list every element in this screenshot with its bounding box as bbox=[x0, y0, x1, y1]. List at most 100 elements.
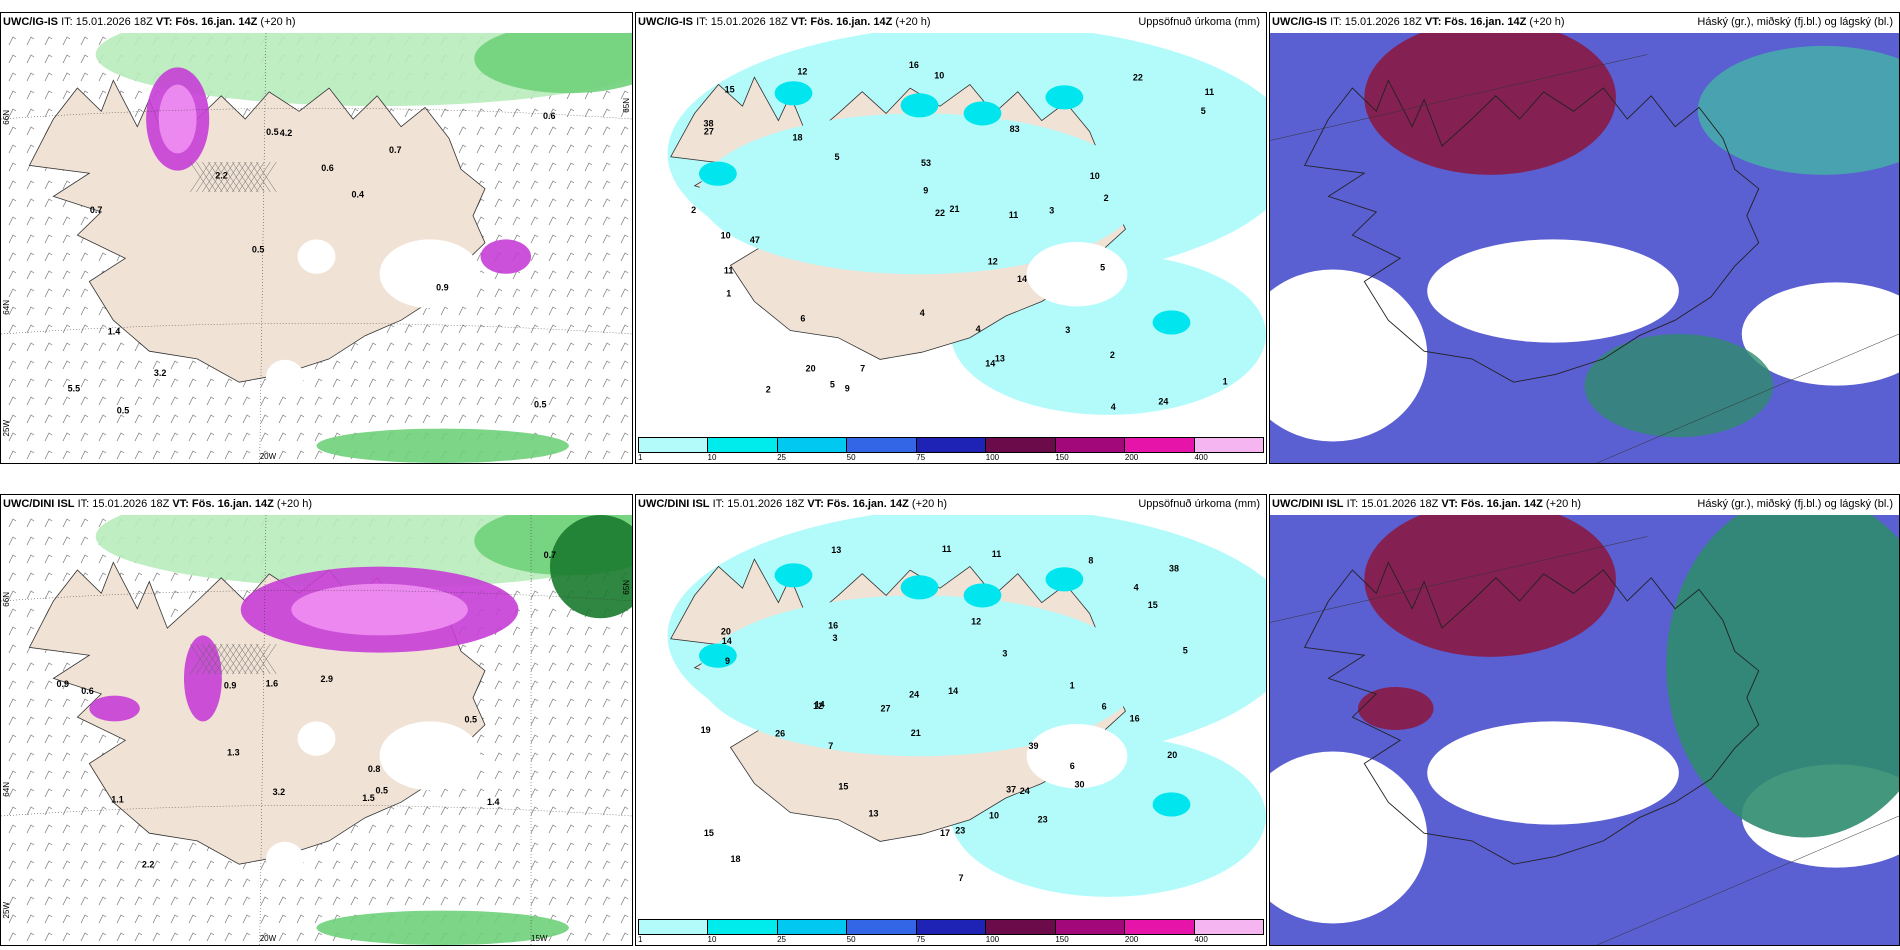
glacier bbox=[1026, 724, 1128, 789]
glacier bbox=[379, 239, 481, 309]
snow-value: 1.6 bbox=[266, 679, 279, 689]
high-cloud bbox=[1358, 687, 1434, 730]
lon-label: 20W bbox=[259, 934, 277, 943]
lon-label: 15W bbox=[531, 934, 548, 943]
snow-value: 0.9 bbox=[436, 282, 449, 292]
precip-value: 24 bbox=[1158, 397, 1168, 407]
mid-cloud bbox=[1697, 45, 1899, 175]
panel-header: UWC/IG-IS IT: 15.01.2026 18Z VT: Fös. 16… bbox=[1272, 16, 1895, 32]
snow-field bbox=[480, 239, 532, 274]
snow-value: 0.5 bbox=[375, 785, 388, 795]
snow-value: 5.5 bbox=[68, 383, 81, 393]
lat-label: 25W bbox=[2, 902, 11, 919]
precip-field bbox=[1045, 567, 1084, 592]
valid-time: VT: Fös. 16.jan. 14Z bbox=[155, 16, 258, 28]
precip-value: 13 bbox=[995, 353, 1005, 363]
valid-time: VT: Fös. 16.jan. 14Z bbox=[1441, 498, 1543, 510]
precip-value: 11 bbox=[942, 544, 952, 554]
precip-value: 5 bbox=[1183, 645, 1188, 655]
precip-value: 7 bbox=[828, 741, 833, 751]
snow-field bbox=[474, 33, 632, 94]
precip-map[interactable]: 2101011382447835322215162718613101243259… bbox=[636, 33, 1266, 435]
snow-value: 1.5 bbox=[362, 793, 375, 803]
precip-value: 53 bbox=[921, 158, 931, 168]
precip-value: 38 bbox=[1169, 564, 1179, 574]
hatched-area bbox=[190, 161, 277, 193]
high-cloud bbox=[1364, 515, 1616, 657]
field-title: Háský (gr.), miðský (fj.bl.) og lágský (… bbox=[1697, 16, 1893, 28]
panel-header: UWC/IG-IS IT: 15.01.2026 18Z VT: Fös. 16… bbox=[638, 16, 1262, 32]
precip-value: 14 bbox=[815, 700, 825, 710]
valid-time: VT: Fös. 16.jan. 14Z bbox=[807, 498, 909, 510]
precip-value: 7 bbox=[958, 873, 963, 883]
glacier bbox=[266, 841, 304, 877]
snow-value: 0.5 bbox=[117, 405, 130, 415]
precip-value: 23 bbox=[1038, 815, 1048, 825]
precip-field bbox=[699, 595, 1140, 757]
snow-map[interactable]: 0.5 0.6 0.7 1.5 1.3 1.6 0.5 0.8 0.9 2.9 2.2 0.9 1.1 3… bbox=[1, 515, 632, 945]
precip-value: 12 bbox=[813, 701, 823, 711]
precip-value: 12 bbox=[797, 66, 807, 76]
precip-value: 27 bbox=[704, 126, 714, 136]
model-name: UWC/DINI ISL bbox=[1272, 498, 1344, 510]
legend-tick: 50 bbox=[846, 935, 856, 944]
init-time: IT: 15.01.2026 18Z bbox=[61, 16, 153, 28]
precip-value: 10 bbox=[934, 71, 944, 81]
valid-time: VT: Fös. 16.jan. 14Z bbox=[172, 498, 274, 510]
legend-swatch bbox=[916, 438, 987, 452]
field-title: Uppsöfnuð úrkoma (mm) bbox=[1138, 498, 1260, 510]
lat-label: 66N bbox=[2, 110, 11, 126]
snow-value: 0.6 bbox=[81, 686, 94, 696]
map-panel-2: UWC/IG-IS IT: 15.01.2026 18Z VT: Fös. 16… bbox=[635, 12, 1267, 464]
legend-swatch bbox=[639, 920, 709, 934]
cloud-map[interactable] bbox=[1270, 33, 1899, 463]
legend-swatch bbox=[916, 920, 987, 934]
snow-value: 2.2 bbox=[142, 859, 155, 869]
snow-value: 1.1 bbox=[111, 795, 124, 805]
precip-value: 21 bbox=[911, 728, 921, 738]
precip-value: 4 bbox=[1134, 582, 1139, 592]
snow-field bbox=[158, 84, 197, 154]
legend-tick: 10 bbox=[707, 935, 717, 944]
precip-value: 26 bbox=[775, 729, 785, 739]
legend-swatch bbox=[1194, 920, 1263, 934]
precip-field bbox=[699, 161, 737, 186]
clear-sky bbox=[1270, 269, 1428, 442]
legend-swatch bbox=[777, 438, 848, 452]
snow-map[interactable]: 0.5 0.7 0.6 0.5 0.7 0.5 0.5 0.6 1.4 2.2 5.5 3.2 4.2 0… bbox=[1, 33, 632, 463]
legend-swatch bbox=[1125, 920, 1195, 934]
precip-value: 16 bbox=[909, 60, 919, 70]
cloud-map[interactable] bbox=[1270, 515, 1899, 945]
precip-legend: 1 10 25 50 75 100 150 200 400 bbox=[638, 437, 1264, 462]
legend-tick: 200 bbox=[1124, 935, 1139, 944]
field-title: Uppsöfnuð úrkoma (mm) bbox=[1138, 16, 1260, 28]
precip-value: 3 bbox=[832, 633, 837, 643]
high-cloud bbox=[1364, 33, 1616, 175]
legend-tick: 400 bbox=[1194, 453, 1208, 462]
legend-swatch bbox=[639, 438, 709, 452]
snow-value: 0.7 bbox=[544, 550, 557, 560]
precip-value: 11 bbox=[1205, 87, 1215, 97]
lon-label: 20W bbox=[259, 452, 277, 461]
legend-tick: 75 bbox=[916, 453, 926, 462]
glacier bbox=[1026, 242, 1128, 307]
precip-value: 4 bbox=[920, 308, 925, 318]
precip-value: 30 bbox=[1075, 780, 1085, 790]
precip-field bbox=[1152, 792, 1191, 817]
precip-value: 15 bbox=[704, 828, 714, 838]
snow-value: 0.9 bbox=[57, 679, 70, 689]
legend-swatch bbox=[847, 438, 917, 452]
field-title: Háský (gr.), miðský (fj.bl.) og lágský (… bbox=[1697, 498, 1893, 510]
precip-value: 5 bbox=[1100, 262, 1105, 272]
precip-value: 1 bbox=[726, 288, 731, 298]
forecast-offset: (+20 h) bbox=[276, 498, 313, 510]
precip-value: 14 bbox=[1017, 274, 1027, 284]
snow-field bbox=[549, 515, 632, 619]
precip-value: 14 bbox=[722, 636, 732, 646]
snow-value: 0.8 bbox=[368, 764, 381, 774]
map-panel-1: UWC/IG-IS IT: 15.01.2026 18Z VT: Fös. 16… bbox=[0, 12, 633, 464]
precip-value: 24 bbox=[909, 689, 919, 699]
init-time: IT: 15.01.2026 18Z bbox=[696, 16, 788, 28]
lat-label-right: 65N bbox=[622, 97, 631, 113]
